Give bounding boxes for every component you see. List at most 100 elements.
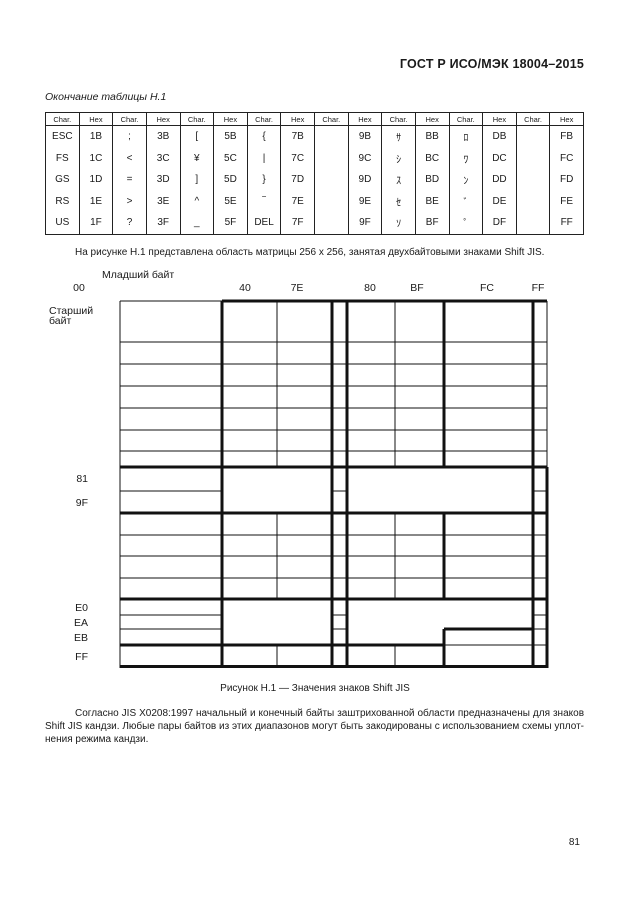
- table-cell: 7E: [280, 190, 315, 212]
- table-cell: {: [246, 125, 282, 148]
- table-cell: [515, 212, 551, 234]
- table-cell: DC: [482, 147, 517, 169]
- table-col-header: Hex: [414, 112, 450, 126]
- table-col-header: Hex: [213, 112, 248, 126]
- table-col-header: Char.: [448, 112, 484, 126]
- table-cell: ｻ: [381, 125, 416, 148]
- table-col-header: Hex: [78, 112, 114, 126]
- table-col-header: Hex: [280, 112, 315, 126]
- character-code-table: Char. Hex Char. Hex Char. Hex Char. Hex …: [45, 112, 584, 235]
- figure-caption: Рисунок Н.1 — Значения знаков Shift JIS: [220, 683, 410, 694]
- x-axis-label: Младший байт: [102, 270, 174, 281]
- table-row: FS 1C < 3C ¥ 5C | 7C 9C ｼ BC ﾜ DC FC: [45, 147, 584, 169]
- closing-line: нения режима кандзи.: [45, 734, 149, 745]
- table-col-header: Char.: [45, 112, 80, 126]
- table-cell: 3B: [145, 125, 181, 148]
- table-cell: 5F: [213, 212, 248, 234]
- table-cell: ?: [112, 212, 147, 234]
- table-cell: 9F: [347, 212, 383, 234]
- table-cell: =: [112, 169, 147, 191]
- table-cell: DF: [482, 212, 517, 234]
- table-cell: >: [112, 190, 147, 212]
- table-cell: [314, 190, 349, 212]
- table-cell: 7B: [280, 125, 315, 148]
- y-tick-E0: E0: [75, 602, 88, 614]
- table-row: RS 1E > 3E ^ 5E ‾ 7E 9E ｾ BE ﾞ DE FE: [45, 190, 584, 212]
- table-cell: BF: [414, 212, 450, 234]
- table-cell: 9B: [347, 125, 383, 148]
- x-tick-7E: 7E: [291, 282, 304, 294]
- table-cell: BC: [414, 147, 450, 169]
- table-cell: [314, 212, 349, 234]
- table-cell: 1D: [78, 169, 114, 191]
- table-cell: DD: [482, 169, 517, 191]
- table-cell: GS: [45, 169, 80, 191]
- x-tick-40: 40: [239, 282, 251, 294]
- table-cell: 5C: [213, 147, 248, 169]
- table-cell: 7D: [280, 169, 315, 191]
- table-cell: <: [112, 147, 147, 169]
- table-cell: DEL: [246, 212, 282, 234]
- table-col-header: Char.: [246, 112, 282, 126]
- table-cell: 9E: [347, 190, 383, 212]
- table-cell: 9D: [347, 169, 383, 191]
- table-cell: ｿ: [381, 212, 416, 234]
- table-cell: 7F: [280, 212, 315, 234]
- table-cell: ]: [179, 169, 215, 191]
- table-cell: [314, 169, 349, 191]
- table-cell: ﾞ: [448, 190, 484, 212]
- y-tick-EB: EB: [74, 632, 88, 644]
- x-tick-00: 00: [73, 282, 85, 294]
- table-cell: [515, 169, 551, 191]
- table-cell: 5E: [213, 190, 248, 212]
- table-cell: US: [45, 212, 80, 234]
- y-tick-81: 81: [76, 473, 88, 485]
- table-cell: ‾: [246, 190, 282, 212]
- table-cell: ﾜ: [448, 147, 484, 169]
- table-cell: FE: [549, 190, 584, 212]
- table-cell: _: [179, 212, 215, 234]
- page-number: 81: [568, 837, 580, 848]
- table-cell: ^: [179, 190, 215, 212]
- table-cell: FC: [549, 147, 584, 169]
- table-cell: BD: [414, 169, 450, 191]
- table-cell: [515, 190, 551, 212]
- table-cell: ;: [112, 125, 147, 148]
- table-cell: ¥: [179, 147, 215, 169]
- intro-paragraph: На рисунке Н.1 представлена область матр…: [75, 247, 545, 258]
- table-col-header: Char.: [381, 112, 416, 126]
- table-cell: 3D: [145, 169, 181, 191]
- table-col-header: Char.: [314, 112, 349, 126]
- table-cell: 5D: [213, 169, 248, 191]
- x-tick-BF: BF: [410, 282, 423, 294]
- table-cell: 5B: [213, 125, 248, 148]
- table-cell: ｼ: [381, 147, 416, 169]
- table-cell: FF: [549, 212, 584, 234]
- x-tick-FC: FC: [480, 282, 494, 294]
- x-tick-FF: FF: [532, 282, 545, 294]
- table-cell: FS: [45, 147, 80, 169]
- figure-h1-shift-jis-matrix: Младший байт Старший байт 00 40 7E 80 BF…: [49, 270, 549, 668]
- table-cell: FD: [549, 169, 584, 191]
- table-cell: DE: [482, 190, 517, 212]
- table-cell: [: [179, 125, 215, 148]
- matrix-grid-heavy: [120, 299, 549, 668]
- y-axis-label-line1: Старший: [49, 305, 93, 317]
- table-col-header: Char.: [515, 112, 551, 126]
- x-tick-80: 80: [364, 282, 376, 294]
- table-col-header: Hex: [549, 112, 584, 126]
- document-standard-header: ГОСТ Р ИСО/МЭК 18004–2015: [399, 57, 584, 71]
- table-col-header: Hex: [145, 112, 181, 126]
- table-col-header: Char.: [179, 112, 215, 126]
- table-header-row: Char. Hex Char. Hex Char. Hex Char. Hex …: [45, 112, 584, 126]
- y-tick-FF: FF: [75, 651, 88, 663]
- table-cell: [314, 125, 349, 148]
- table-cell: 1B: [78, 125, 114, 148]
- closing-line: Shift JIS кандзи. Любые пары байтов из э…: [45, 721, 584, 732]
- table-cell: RS: [45, 190, 80, 212]
- table-cell: ｽ: [381, 169, 416, 191]
- table-cell: ﾝ: [448, 169, 484, 191]
- y-tick-9F: 9F: [76, 497, 88, 509]
- table-row: ESC 1B ; 3B [ 5B { 7B 9B ｻ BB ﾛ DB FB: [45, 125, 584, 148]
